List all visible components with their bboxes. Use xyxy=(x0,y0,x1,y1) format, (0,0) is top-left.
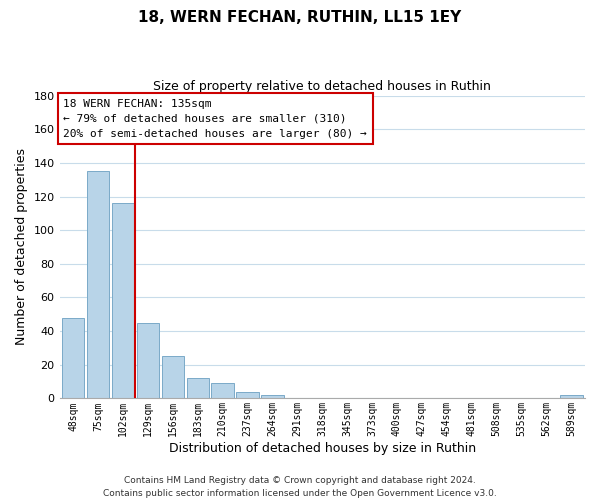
Bar xyxy=(560,395,583,398)
Text: Contains HM Land Registry data © Crown copyright and database right 2024.
Contai: Contains HM Land Registry data © Crown c… xyxy=(103,476,497,498)
Bar xyxy=(261,395,284,398)
Bar xyxy=(161,356,184,399)
X-axis label: Distribution of detached houses by size in Ruthin: Distribution of detached houses by size … xyxy=(169,442,476,455)
Bar xyxy=(87,172,109,398)
Bar xyxy=(112,203,134,398)
Y-axis label: Number of detached properties: Number of detached properties xyxy=(15,148,28,346)
Bar xyxy=(62,318,85,398)
Bar xyxy=(211,384,234,398)
Bar xyxy=(236,392,259,398)
Title: Size of property relative to detached houses in Ruthin: Size of property relative to detached ho… xyxy=(154,80,491,93)
Bar xyxy=(137,322,159,398)
Text: 18 WERN FECHAN: 135sqm
← 79% of detached houses are smaller (310)
20% of semi-de: 18 WERN FECHAN: 135sqm ← 79% of detached… xyxy=(63,99,367,138)
Bar xyxy=(187,378,209,398)
Text: 18, WERN FECHAN, RUTHIN, LL15 1EY: 18, WERN FECHAN, RUTHIN, LL15 1EY xyxy=(139,10,461,25)
